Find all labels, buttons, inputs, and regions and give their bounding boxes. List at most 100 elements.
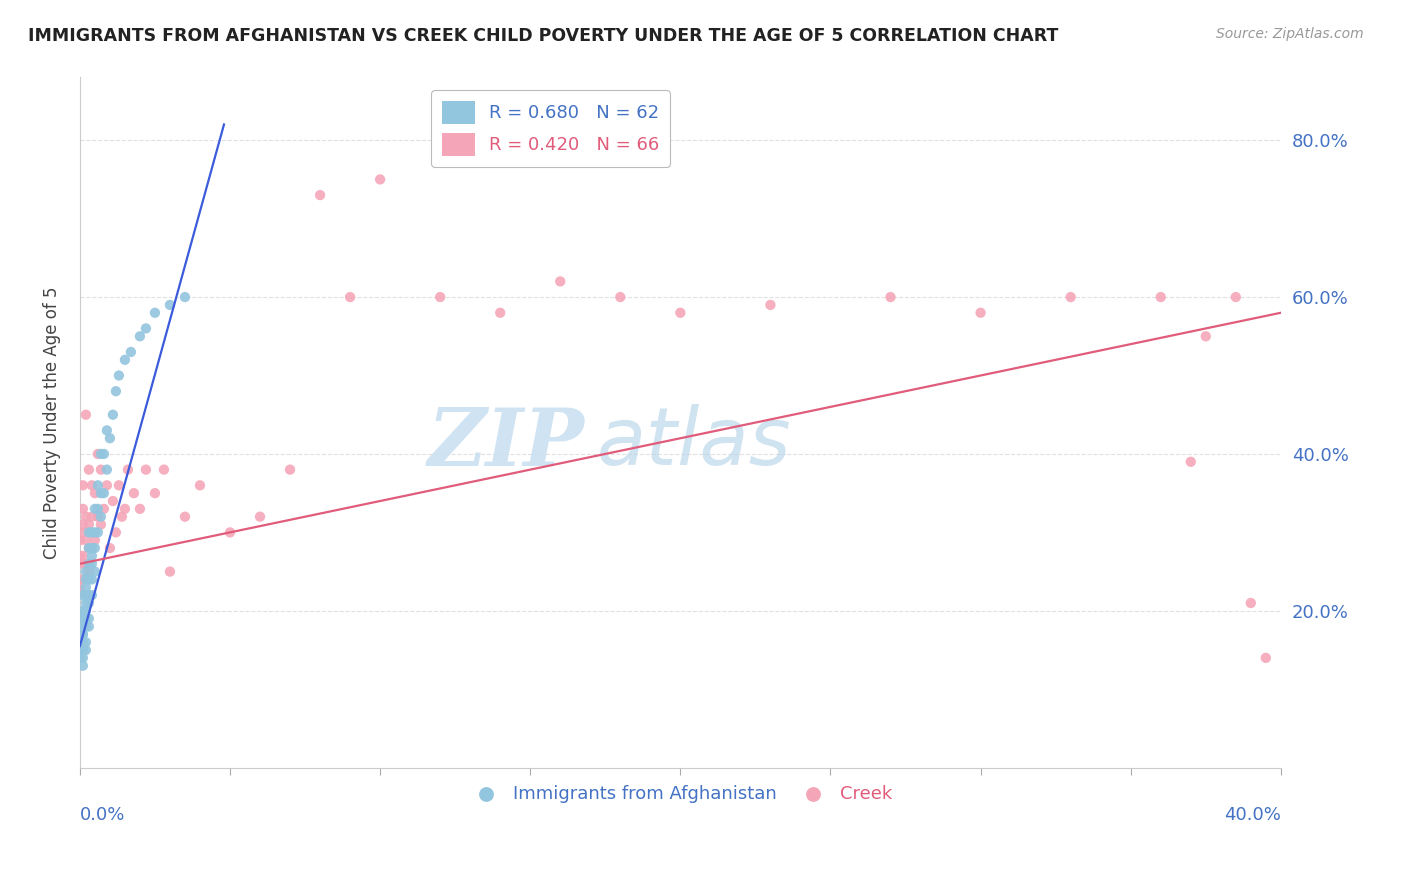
Point xyxy=(80,573,103,587)
Point xyxy=(90,462,112,476)
Point xyxy=(143,486,166,500)
Point xyxy=(122,486,145,500)
Point xyxy=(135,321,157,335)
Point xyxy=(72,643,94,657)
Point xyxy=(75,643,97,657)
Point xyxy=(75,580,97,594)
Point xyxy=(72,525,94,540)
Text: 0.0%: 0.0% xyxy=(80,805,125,823)
Point xyxy=(108,478,131,492)
Point xyxy=(72,573,94,587)
Point xyxy=(669,306,692,320)
Text: 40.0%: 40.0% xyxy=(1225,805,1281,823)
Point xyxy=(83,486,105,500)
Point xyxy=(77,525,100,540)
Point xyxy=(1195,329,1218,343)
Point xyxy=(879,290,901,304)
Point xyxy=(72,557,94,571)
Point xyxy=(80,509,103,524)
Text: atlas: atlas xyxy=(596,404,792,483)
Point xyxy=(548,274,571,288)
Point xyxy=(83,525,105,540)
Point xyxy=(96,462,118,476)
Point xyxy=(75,612,97,626)
Point xyxy=(75,533,97,548)
Point xyxy=(80,549,103,563)
Point xyxy=(83,533,105,548)
Point xyxy=(75,408,97,422)
Point xyxy=(153,462,176,476)
Legend: Immigrants from Afghanistan, Creek: Immigrants from Afghanistan, Creek xyxy=(461,778,900,811)
Point xyxy=(93,486,115,500)
Point xyxy=(759,298,782,312)
Point xyxy=(80,588,103,602)
Point xyxy=(75,565,97,579)
Point xyxy=(129,501,152,516)
Point xyxy=(75,619,97,633)
Point xyxy=(69,643,91,657)
Point xyxy=(72,501,94,516)
Point xyxy=(108,368,131,383)
Point xyxy=(75,604,97,618)
Point xyxy=(96,478,118,492)
Point xyxy=(87,447,110,461)
Text: IMMIGRANTS FROM AFGHANISTAN VS CREEK CHILD POVERTY UNDER THE AGE OF 5 CORRELATIO: IMMIGRANTS FROM AFGHANISTAN VS CREEK CHI… xyxy=(28,27,1059,45)
Point xyxy=(188,478,211,492)
Point xyxy=(104,525,127,540)
Text: Source: ZipAtlas.com: Source: ZipAtlas.com xyxy=(1216,27,1364,41)
Point xyxy=(129,329,152,343)
Point xyxy=(72,627,94,641)
Point xyxy=(72,612,94,626)
Point xyxy=(77,573,100,587)
Point xyxy=(80,541,103,555)
Point xyxy=(90,486,112,500)
Point xyxy=(249,509,271,524)
Point xyxy=(159,298,181,312)
Point xyxy=(77,565,100,579)
Point xyxy=(69,533,91,548)
Point xyxy=(80,557,103,571)
Point xyxy=(80,525,103,540)
Point xyxy=(87,478,110,492)
Point xyxy=(77,462,100,476)
Point xyxy=(609,290,631,304)
Point xyxy=(77,541,100,555)
Y-axis label: Child Poverty Under the Age of 5: Child Poverty Under the Age of 5 xyxy=(44,286,60,558)
Point xyxy=(75,588,97,602)
Point xyxy=(90,447,112,461)
Point xyxy=(117,462,139,476)
Point xyxy=(72,549,94,563)
Point xyxy=(219,525,242,540)
Point xyxy=(1240,596,1263,610)
Point xyxy=(87,501,110,516)
Point xyxy=(80,478,103,492)
Point xyxy=(104,384,127,399)
Point xyxy=(83,501,105,516)
Point xyxy=(1225,290,1247,304)
Point xyxy=(83,541,105,555)
Point xyxy=(75,509,97,524)
Point xyxy=(75,588,97,602)
Point xyxy=(72,658,94,673)
Point xyxy=(1150,290,1173,304)
Point xyxy=(96,424,118,438)
Point xyxy=(90,517,112,532)
Point xyxy=(72,635,94,649)
Point xyxy=(111,509,134,524)
Point xyxy=(72,643,94,657)
Point xyxy=(72,517,94,532)
Point xyxy=(69,651,91,665)
Point xyxy=(1180,455,1202,469)
Point xyxy=(159,565,181,579)
Point xyxy=(309,188,332,202)
Point xyxy=(114,352,136,367)
Point xyxy=(1254,651,1277,665)
Point xyxy=(87,509,110,524)
Point xyxy=(98,431,121,445)
Point xyxy=(75,635,97,649)
Point xyxy=(72,588,94,602)
Point xyxy=(429,290,451,304)
Point xyxy=(83,565,105,579)
Point xyxy=(90,509,112,524)
Point xyxy=(98,541,121,555)
